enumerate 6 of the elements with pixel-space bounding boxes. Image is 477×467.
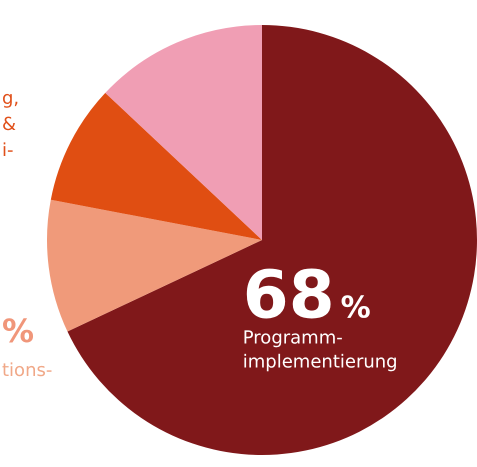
- text: g,: [2, 88, 20, 109]
- text: &: [2, 114, 16, 135]
- text: tions-: [2, 360, 52, 381]
- slice-label: Programm- implementierung: [242, 328, 398, 373]
- text: i-: [2, 140, 14, 161]
- text: %: [2, 312, 34, 350]
